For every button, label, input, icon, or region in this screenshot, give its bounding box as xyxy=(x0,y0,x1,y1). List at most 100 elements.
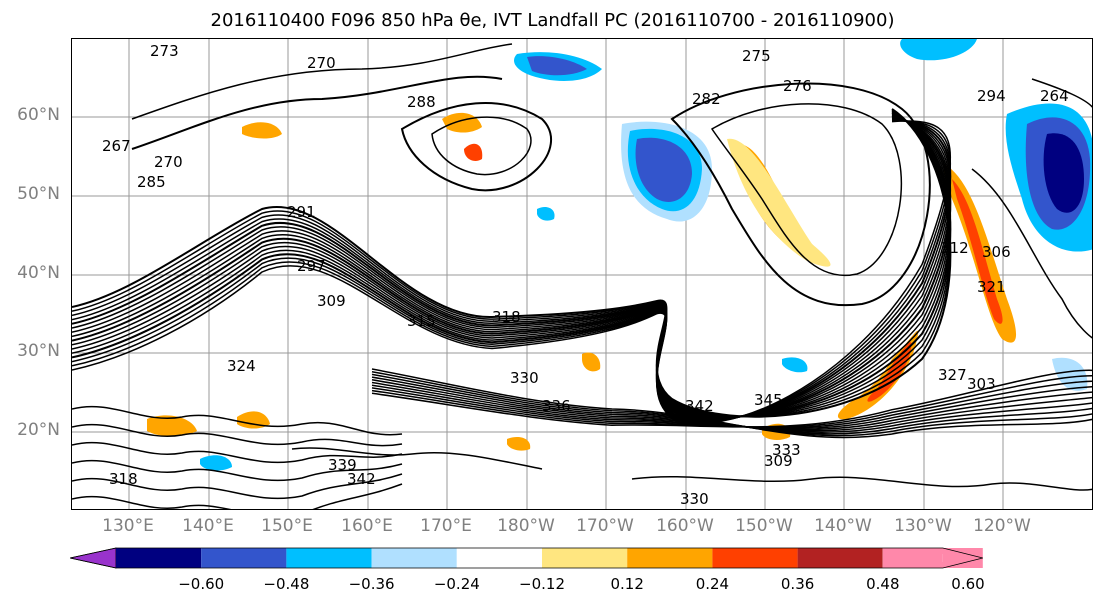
theta-e-contours xyxy=(72,43,1092,509)
theta-e-contour xyxy=(971,168,1092,339)
colorbar-tick-label: −0.48 xyxy=(263,575,310,593)
theta-e-contour xyxy=(72,120,952,424)
contour-label: 282 xyxy=(692,90,721,108)
contour-label: 327 xyxy=(938,366,967,384)
colorbar-segment xyxy=(286,548,372,568)
theta-e-contour xyxy=(72,441,403,464)
lon-label: 120°W xyxy=(973,516,1031,536)
lat-label: 50°N xyxy=(17,184,60,204)
contour-label: 315 xyxy=(407,312,436,330)
contour-label: 324 xyxy=(227,357,256,375)
theta-e-contour xyxy=(72,118,952,422)
theta-e-contour xyxy=(431,116,532,176)
pc-shade-region xyxy=(900,39,977,61)
pc-shade-region xyxy=(464,143,483,161)
lon-label: 160°E xyxy=(341,516,393,536)
contour-label: 267 xyxy=(102,137,131,155)
contour-label: 330 xyxy=(680,490,709,508)
pc-shade-region xyxy=(237,411,270,429)
lon-label: 170°W xyxy=(576,516,634,536)
colorbar-segment xyxy=(542,548,628,568)
colorbar-tick-label: −0.12 xyxy=(519,575,565,593)
contour-label: 276 xyxy=(783,77,812,95)
contour-label: 312 xyxy=(940,239,969,257)
theta-e-contour xyxy=(371,369,1092,428)
theta-e-contour xyxy=(72,119,952,423)
theta-e-contour xyxy=(72,423,403,447)
map-canvas: 273 270 275 276 282 288 294 264 267 270 285 291 297 3… xyxy=(72,39,1092,509)
colorbar-tick-label: 0.36 xyxy=(780,575,815,593)
lon-label: 180°W xyxy=(497,516,555,536)
pc-shade-region xyxy=(200,455,232,471)
colorbar-segment xyxy=(712,548,798,568)
lat-label: 20°N xyxy=(17,420,60,440)
pc-shade-region xyxy=(782,357,808,373)
theta-e-contour xyxy=(400,102,552,192)
lon-label: 130°E xyxy=(102,516,154,536)
contour-label: 273 xyxy=(150,42,179,60)
contour-label: 306 xyxy=(982,243,1011,261)
theta-e-contour xyxy=(131,75,503,150)
theta-e-contour xyxy=(291,447,543,470)
lon-label: 160°W xyxy=(656,516,714,536)
map-panel: 273 270 275 276 282 288 294 264 267 270 285 291 297 3… xyxy=(71,38,1093,510)
contour-label: 309 xyxy=(317,292,346,310)
colorbar-outline xyxy=(70,547,983,569)
colorbar-tick-label: −0.24 xyxy=(433,575,480,593)
colorbar-segment xyxy=(116,548,202,568)
contour-label: 345 xyxy=(754,391,783,409)
colorbar-tick-label: 0.60 xyxy=(951,575,985,593)
colorbar-segment xyxy=(456,548,542,568)
pc-shade-region xyxy=(147,415,197,437)
colorbar xyxy=(70,547,983,569)
colorbar-segment xyxy=(797,548,883,568)
contour-labels: 273 270 275 276 282 288 294 264 267 270 285 291 297 3… xyxy=(102,42,1069,508)
contour-label: 275 xyxy=(742,47,771,65)
theta-e-contour xyxy=(710,103,903,277)
colorbar-tick-label: 0.12 xyxy=(610,575,644,593)
colorbar-segment xyxy=(371,548,457,568)
colorbar-tick-label: −0.60 xyxy=(178,575,225,593)
theta-e-contour xyxy=(631,475,1092,491)
pc-shade-region xyxy=(727,138,831,267)
theta-e-contour xyxy=(131,43,513,120)
pc-shade-region xyxy=(1052,357,1088,391)
contour-label: 318 xyxy=(492,308,521,326)
map-title: 2016110400 F096 850 hPa θe, IVT Landfall… xyxy=(210,10,895,31)
contour-label: 288 xyxy=(407,93,436,111)
lon-label: 130°W xyxy=(894,516,952,536)
colorbar-tick-label: −0.36 xyxy=(348,575,395,593)
contour-label: 270 xyxy=(307,54,336,72)
pc-shade-region xyxy=(507,437,531,451)
colorbar-segment xyxy=(201,548,287,568)
pc-shading xyxy=(147,39,1092,471)
theta-e-contour xyxy=(72,483,403,509)
lon-label: 150°W xyxy=(735,516,793,536)
theta-e-contour xyxy=(72,120,952,425)
colorbar-extend-max xyxy=(942,548,983,568)
graticule xyxy=(72,39,1092,509)
colorbar-tick-label: 0.48 xyxy=(866,575,900,593)
theta-e-contour xyxy=(72,116,952,421)
contour-label: 294 xyxy=(977,87,1006,105)
contour-label: 318 xyxy=(109,470,138,488)
lon-label: 140°E xyxy=(182,516,234,536)
contour-label: 303 xyxy=(967,375,996,393)
contour-label: 270 xyxy=(154,153,183,171)
contour-label: 333 xyxy=(772,441,801,459)
contour-label: 342 xyxy=(347,470,376,488)
pc-shade-region xyxy=(442,112,482,133)
contour-label: 336 xyxy=(542,397,571,415)
pc-shade-region xyxy=(867,342,912,402)
theta-e-contour xyxy=(72,115,952,420)
contour-label: 321 xyxy=(977,278,1006,296)
contour-label: 291 xyxy=(287,203,316,221)
lat-label: 60°N xyxy=(17,105,60,125)
theta-e-contour xyxy=(670,82,931,307)
lon-label: 140°W xyxy=(814,516,872,536)
theta-e-contour xyxy=(72,114,952,420)
contour-label: 339 xyxy=(328,456,357,474)
theta-e-contour xyxy=(72,473,403,500)
pc-shade-region xyxy=(1043,133,1084,213)
pc-shade-region xyxy=(582,352,601,372)
